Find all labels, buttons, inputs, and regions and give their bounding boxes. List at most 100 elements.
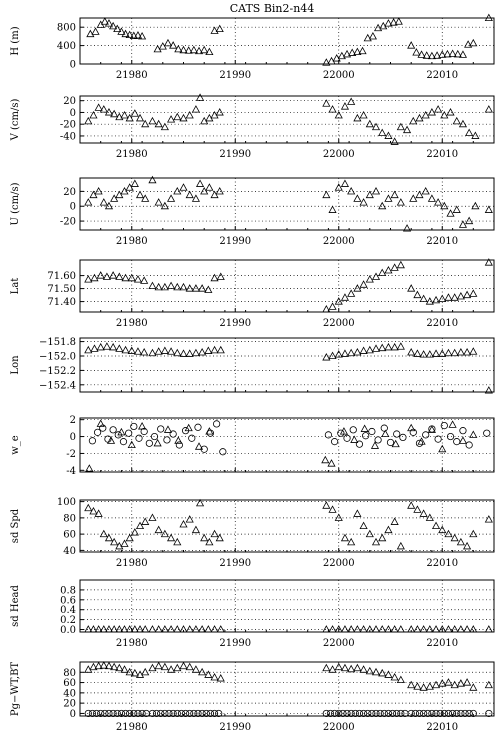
data-point [100, 17, 109, 25]
data-point [334, 662, 343, 671]
data-point [110, 662, 119, 671]
data-point [138, 709, 146, 718]
data-point [419, 350, 428, 358]
data-point [154, 198, 163, 206]
data-point [363, 33, 372, 42]
data-point [326, 709, 335, 718]
data-point [127, 346, 136, 354]
data-point [173, 186, 182, 195]
data-point [205, 183, 214, 191]
data-point [113, 24, 122, 33]
data-point [191, 348, 200, 357]
data-point [458, 50, 468, 58]
data-point [440, 110, 449, 119]
data-point [205, 47, 214, 56]
data-point [186, 709, 194, 718]
data-point [420, 709, 428, 718]
data-point [140, 427, 148, 436]
data-point [485, 709, 493, 718]
y-tick-label: 71.40 [47, 297, 76, 308]
y-tick-label: 71.60 [47, 271, 76, 282]
data-point [185, 515, 194, 523]
data-point [347, 537, 356, 546]
data-point [173, 282, 182, 291]
data-point [386, 438, 395, 447]
data-point [190, 709, 198, 718]
data-point [135, 434, 143, 442]
data-point [378, 625, 387, 633]
data-point [347, 348, 356, 357]
x-tick-label: 21980 [116, 70, 148, 81]
data-point [134, 709, 142, 718]
y-tick-label: -40 [60, 131, 76, 142]
data-point [334, 297, 343, 305]
data-point [484, 680, 493, 689]
data-point [173, 625, 182, 633]
data-point [331, 709, 339, 718]
data-point [104, 108, 114, 116]
y-axis-label: Lat [10, 278, 21, 295]
y-tick-label: −152.2 [39, 366, 76, 377]
data-point [353, 509, 362, 517]
data-point [353, 194, 362, 202]
data-point [179, 661, 188, 670]
data-point [125, 183, 134, 191]
data-point [133, 347, 143, 355]
data-point [109, 709, 117, 718]
data-point [119, 438, 128, 446]
y-tick-label: 60 [63, 678, 76, 689]
data-point [215, 709, 223, 718]
data-point [216, 272, 225, 280]
y-axis-label: Lon [10, 355, 21, 375]
data-point [389, 18, 398, 26]
data-point [121, 29, 130, 38]
y-axis-label: w_e [10, 435, 21, 455]
plot-frame [79, 177, 495, 231]
data-point [340, 102, 350, 110]
y-tick-label: 2 [70, 415, 76, 426]
data-point [348, 48, 357, 56]
data-point [431, 295, 441, 304]
data-point [90, 344, 99, 352]
data-point [117, 427, 126, 436]
data-point [160, 529, 169, 538]
data-point [179, 45, 188, 54]
data-point [340, 349, 350, 357]
x-tick-label: 21990 [219, 722, 251, 733]
data-point [483, 429, 491, 437]
data-point [444, 348, 453, 357]
data-point [191, 284, 200, 292]
y-tick-label: 0.8 [60, 585, 76, 596]
data-point [169, 430, 177, 438]
data-point [322, 190, 331, 199]
data-point [140, 347, 149, 356]
data-point [135, 190, 145, 199]
data-point [450, 348, 459, 357]
y-axis-label: Pg−WT,BT [10, 662, 21, 717]
y-tick-label: 0.6 [60, 595, 76, 606]
panel-6: 40 60 80 100 21980 21990 22000 22010 sd Spd [10, 497, 495, 569]
data-point [415, 709, 424, 718]
data-point [90, 273, 99, 282]
data-point [148, 281, 157, 290]
data-point [135, 521, 145, 529]
data-point [94, 509, 103, 517]
data-point [173, 709, 181, 718]
data-point [413, 625, 422, 633]
data-point [407, 284, 416, 292]
data-point [409, 428, 417, 436]
data-point [99, 529, 108, 538]
data-point [438, 525, 447, 534]
data-point [141, 119, 150, 128]
data-point [463, 541, 472, 550]
data-point [359, 198, 368, 206]
x-tick-label: 21980 [116, 558, 148, 569]
data-point [104, 661, 114, 670]
data-point [484, 258, 493, 266]
data-point [362, 432, 370, 440]
data-point [457, 709, 465, 718]
data-point [184, 46, 193, 54]
data-point [337, 51, 346, 60]
y-tick-label: -2 [66, 449, 76, 460]
panel-0: 0 400 800 21980 21990 22000 22010 H (m) [10, 13, 495, 81]
